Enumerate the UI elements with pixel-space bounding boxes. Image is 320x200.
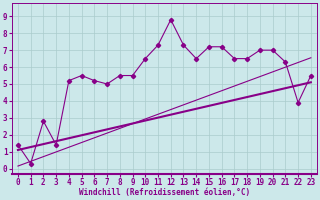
- X-axis label: Windchill (Refroidissement éolien,°C): Windchill (Refroidissement éolien,°C): [79, 188, 250, 197]
